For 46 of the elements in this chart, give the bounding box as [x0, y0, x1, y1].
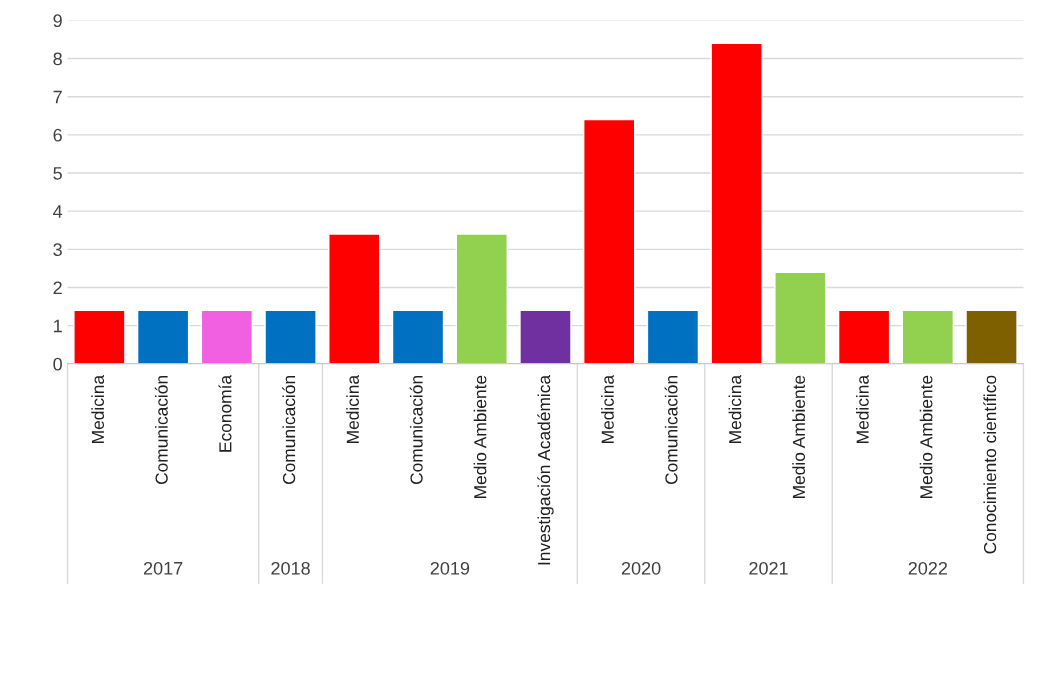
- y-tick-label: 4: [53, 205, 63, 218]
- text: 2020: [621, 561, 661, 575]
- bar: [328, 233, 381, 364]
- y-tick-label: 9: [53, 14, 62, 28]
- x-tick-label: Investigación Académica: [537, 374, 554, 565]
- bar: [965, 309, 1018, 364]
- x-tick-label: Conocimiento científico: [983, 375, 997, 554]
- text: 2021: [749, 561, 788, 575]
- x-tick-label: Medicina: [601, 374, 614, 443]
- x-tick-label: Medicina: [91, 374, 105, 443]
- bar: [583, 118, 636, 364]
- bar: [519, 309, 572, 364]
- x-tick-label: Medicina: [728, 374, 742, 443]
- text: 2022: [908, 561, 948, 575]
- text: 2018: [271, 561, 310, 575]
- x-tick-label: Comunicación: [409, 376, 423, 485]
- bar: [136, 309, 190, 364]
- x-tick-label: Comunicación: [664, 376, 678, 485]
- x-tick-label: Medicina: [346, 374, 359, 443]
- y-tick-label: 8: [53, 52, 62, 66]
- x-tick-label: Medicina: [856, 374, 869, 443]
- bar: [774, 271, 827, 364]
- text: 2019: [430, 561, 470, 575]
- y-tick-label: 5: [53, 167, 62, 180]
- text: 2017: [143, 561, 183, 575]
- x-tick-label: Economía: [218, 374, 232, 452]
- x-tick-label: Comunicación: [154, 376, 168, 485]
- bar: [200, 309, 254, 364]
- bar: [646, 309, 700, 364]
- bar: [264, 309, 317, 364]
- y-tick-label: 2: [53, 281, 62, 295]
- x-tick-label: Comunicación: [282, 376, 296, 485]
- x-tick-label: Medio Ambiente: [792, 375, 806, 498]
- y-tick-label: 1: [54, 319, 62, 333]
- bar: [455, 233, 508, 364]
- bar: [837, 309, 891, 364]
- x-tick-label: Medio Ambiente: [919, 375, 933, 498]
- bar: [391, 309, 445, 364]
- y-tick-label: 0: [53, 357, 62, 371]
- bar: [901, 309, 955, 364]
- bar: [73, 309, 126, 364]
- y-tick-label: 6: [53, 128, 62, 142]
- bar: [710, 42, 763, 364]
- y-tick-label: 7: [53, 90, 62, 104]
- y-tick-label: 3: [53, 243, 62, 257]
- x-tick-label: Medio Ambiente: [473, 375, 487, 498]
